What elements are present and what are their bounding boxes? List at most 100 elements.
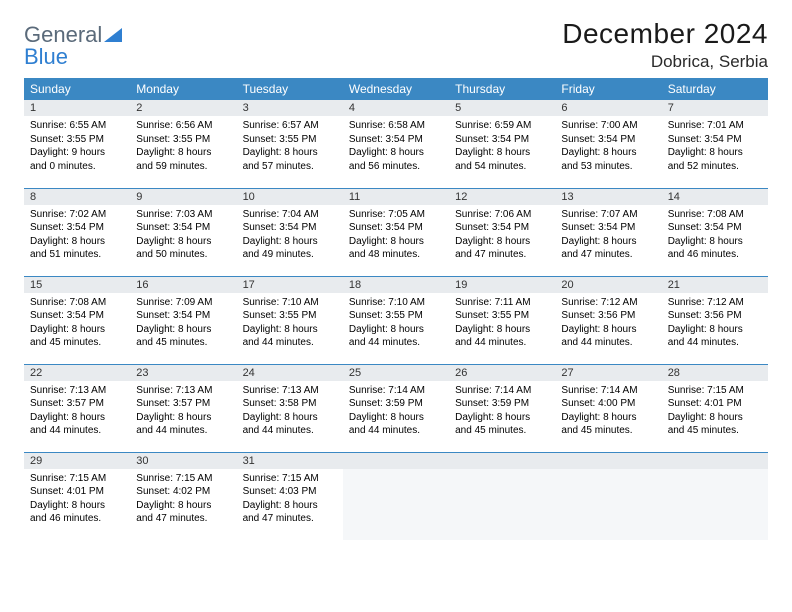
day-details: Sunrise: 7:13 AMSunset: 3:58 PMDaylight:… xyxy=(237,381,343,442)
day-details: Sunrise: 7:10 AMSunset: 3:55 PMDaylight:… xyxy=(237,293,343,354)
daylight-line-1: Daylight: 8 hours xyxy=(455,411,549,425)
calendar-cell: 2Sunrise: 6:56 AMSunset: 3:55 PMDaylight… xyxy=(130,100,236,188)
sunrise-line: Sunrise: 7:08 AM xyxy=(30,296,124,310)
day-details: Sunrise: 7:09 AMSunset: 3:54 PMDaylight:… xyxy=(130,293,236,354)
daylight-line-2: and 54 minutes. xyxy=(455,160,549,174)
calendar-row: 22Sunrise: 7:13 AMSunset: 3:57 PMDayligh… xyxy=(24,364,768,452)
calendar-cell: 31Sunrise: 7:15 AMSunset: 4:03 PMDayligh… xyxy=(237,452,343,540)
daylight-line-2: and 44 minutes. xyxy=(349,336,443,350)
day-number: 7 xyxy=(662,100,768,116)
logo-word-2: Blue xyxy=(24,46,122,68)
day-number: 2 xyxy=(130,100,236,116)
calendar-cell xyxy=(662,452,768,540)
sunset-line: Sunset: 3:55 PM xyxy=(243,133,337,147)
day-details: Sunrise: 7:13 AMSunset: 3:57 PMDaylight:… xyxy=(130,381,236,442)
sunset-line: Sunset: 4:03 PM xyxy=(243,485,337,499)
daylight-line-2: and 47 minutes. xyxy=(561,248,655,262)
day-details: Sunrise: 7:15 AMSunset: 4:03 PMDaylight:… xyxy=(237,469,343,530)
calendar-row: 8Sunrise: 7:02 AMSunset: 3:54 PMDaylight… xyxy=(24,188,768,276)
calendar-cell: 28Sunrise: 7:15 AMSunset: 4:01 PMDayligh… xyxy=(662,364,768,452)
daylight-line-2: and 44 minutes. xyxy=(349,424,443,438)
calendar-cell: 17Sunrise: 7:10 AMSunset: 3:55 PMDayligh… xyxy=(237,276,343,364)
day-details: Sunrise: 7:07 AMSunset: 3:54 PMDaylight:… xyxy=(555,205,661,266)
day-details: Sunrise: 7:15 AMSunset: 4:01 PMDaylight:… xyxy=(662,381,768,442)
daylight-line-2: and 47 minutes. xyxy=(243,512,337,526)
day-number: 27 xyxy=(555,365,661,381)
daylight-line-2: and 45 minutes. xyxy=(136,336,230,350)
calendar-cell: 5Sunrise: 6:59 AMSunset: 3:54 PMDaylight… xyxy=(449,100,555,188)
day-details: Sunrise: 6:58 AMSunset: 3:54 PMDaylight:… xyxy=(343,116,449,177)
daylight-line-1: Daylight: 8 hours xyxy=(30,499,124,513)
sunset-line: Sunset: 3:54 PM xyxy=(243,221,337,235)
daylight-line-2: and 47 minutes. xyxy=(136,512,230,526)
daylight-line-2: and 46 minutes. xyxy=(668,248,762,262)
daylight-line-2: and 59 minutes. xyxy=(136,160,230,174)
day-details: Sunrise: 7:03 AMSunset: 3:54 PMDaylight:… xyxy=(130,205,236,266)
calendar-cell: 27Sunrise: 7:14 AMSunset: 4:00 PMDayligh… xyxy=(555,364,661,452)
calendar-cell: 10Sunrise: 7:04 AMSunset: 3:54 PMDayligh… xyxy=(237,188,343,276)
daylight-line-1: Daylight: 8 hours xyxy=(349,146,443,160)
calendar-cell: 30Sunrise: 7:15 AMSunset: 4:02 PMDayligh… xyxy=(130,452,236,540)
calendar-cell: 13Sunrise: 7:07 AMSunset: 3:54 PMDayligh… xyxy=(555,188,661,276)
calendar-cell: 26Sunrise: 7:14 AMSunset: 3:59 PMDayligh… xyxy=(449,364,555,452)
daylight-line-2: and 50 minutes. xyxy=(136,248,230,262)
sunset-line: Sunset: 3:59 PM xyxy=(455,397,549,411)
day-number: 17 xyxy=(237,277,343,293)
sunrise-line: Sunrise: 7:15 AM xyxy=(243,472,337,486)
calendar-row: 29Sunrise: 7:15 AMSunset: 4:01 PMDayligh… xyxy=(24,452,768,540)
sunset-line: Sunset: 3:58 PM xyxy=(243,397,337,411)
sunrise-line: Sunrise: 6:56 AM xyxy=(136,119,230,133)
daylight-line-1: Daylight: 8 hours xyxy=(455,146,549,160)
sunset-line: Sunset: 3:55 PM xyxy=(136,133,230,147)
daylight-line-1: Daylight: 8 hours xyxy=(349,323,443,337)
day-number: 3 xyxy=(237,100,343,116)
day-number: 16 xyxy=(130,277,236,293)
sunrise-line: Sunrise: 7:15 AM xyxy=(136,472,230,486)
day-number: 12 xyxy=(449,189,555,205)
sunset-line: Sunset: 4:00 PM xyxy=(561,397,655,411)
calendar-cell: 4Sunrise: 6:58 AMSunset: 3:54 PMDaylight… xyxy=(343,100,449,188)
daylight-line-1: Daylight: 8 hours xyxy=(136,499,230,513)
day-details: Sunrise: 7:08 AMSunset: 3:54 PMDaylight:… xyxy=(24,293,130,354)
calendar-cell: 29Sunrise: 7:15 AMSunset: 4:01 PMDayligh… xyxy=(24,452,130,540)
calendar-row: 1Sunrise: 6:55 AMSunset: 3:55 PMDaylight… xyxy=(24,100,768,188)
day-details: Sunrise: 7:02 AMSunset: 3:54 PMDaylight:… xyxy=(24,205,130,266)
sunset-line: Sunset: 3:57 PM xyxy=(30,397,124,411)
sunset-line: Sunset: 3:56 PM xyxy=(668,309,762,323)
sunrise-line: Sunrise: 7:15 AM xyxy=(668,384,762,398)
calendar-cell: 20Sunrise: 7:12 AMSunset: 3:56 PMDayligh… xyxy=(555,276,661,364)
calendar-cell: 3Sunrise: 6:57 AMSunset: 3:55 PMDaylight… xyxy=(237,100,343,188)
logo-sail-icon xyxy=(104,22,122,47)
day-number: 26 xyxy=(449,365,555,381)
sunset-line: Sunset: 3:54 PM xyxy=(349,133,443,147)
day-details: Sunrise: 6:55 AMSunset: 3:55 PMDaylight:… xyxy=(24,116,130,177)
daylight-line-1: Daylight: 8 hours xyxy=(561,323,655,337)
sunrise-line: Sunrise: 6:55 AM xyxy=(30,119,124,133)
day-number: 28 xyxy=(662,365,768,381)
daylight-line-1: Daylight: 8 hours xyxy=(668,235,762,249)
day-details: Sunrise: 7:12 AMSunset: 3:56 PMDaylight:… xyxy=(555,293,661,354)
day-number: 15 xyxy=(24,277,130,293)
daylight-line-2: and 53 minutes. xyxy=(561,160,655,174)
day-details: Sunrise: 7:14 AMSunset: 4:00 PMDaylight:… xyxy=(555,381,661,442)
sunrise-line: Sunrise: 7:10 AM xyxy=(349,296,443,310)
day-number: 29 xyxy=(24,453,130,469)
weekday-header: Thursday xyxy=(449,78,555,100)
calendar-cell: 18Sunrise: 7:10 AMSunset: 3:55 PMDayligh… xyxy=(343,276,449,364)
day-number: 25 xyxy=(343,365,449,381)
daylight-line-2: and 49 minutes. xyxy=(243,248,337,262)
day-details: Sunrise: 6:57 AMSunset: 3:55 PMDaylight:… xyxy=(237,116,343,177)
sunrise-line: Sunrise: 7:07 AM xyxy=(561,208,655,222)
calendar-cell: 15Sunrise: 7:08 AMSunset: 3:54 PMDayligh… xyxy=(24,276,130,364)
sunrise-line: Sunrise: 6:59 AM xyxy=(455,119,549,133)
daylight-line-2: and 56 minutes. xyxy=(349,160,443,174)
sunset-line: Sunset: 3:54 PM xyxy=(455,221,549,235)
sunset-line: Sunset: 4:02 PM xyxy=(136,485,230,499)
daylight-line-2: and 51 minutes. xyxy=(30,248,124,262)
day-number: 11 xyxy=(343,189,449,205)
calendar-table: Sunday Monday Tuesday Wednesday Thursday… xyxy=(24,78,768,540)
sunrise-line: Sunrise: 7:10 AM xyxy=(243,296,337,310)
location-label: Dobrica, Serbia xyxy=(562,52,768,72)
calendar-cell xyxy=(343,452,449,540)
sunrise-line: Sunrise: 7:00 AM xyxy=(561,119,655,133)
